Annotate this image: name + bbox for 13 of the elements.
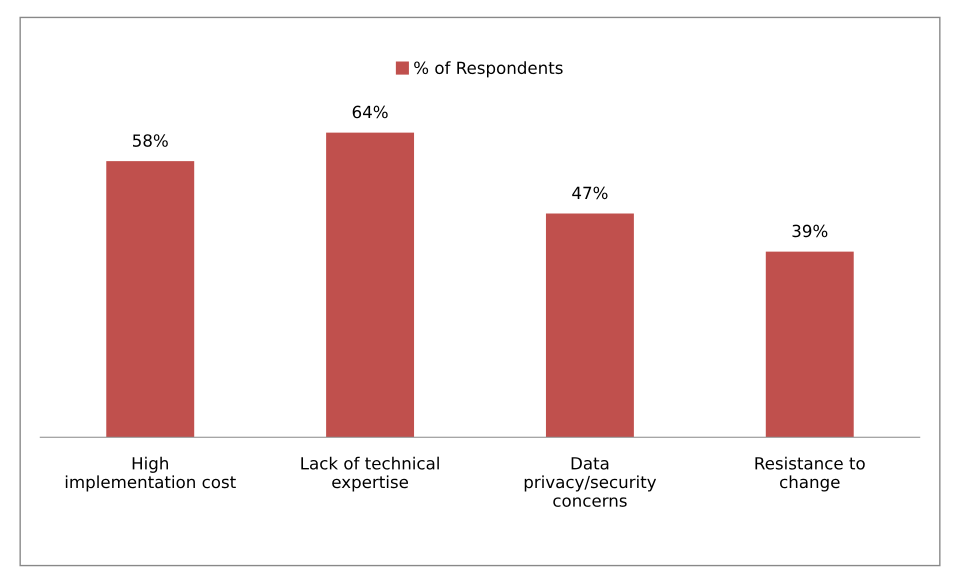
- legend-label: % of Respondents: [414, 61, 563, 78]
- bar: [106, 161, 194, 438]
- data-label: 58%: [133, 134, 168, 147]
- data-label: 47%: [572, 186, 608, 200]
- data-label: 64%: [352, 106, 388, 118]
- x-tick-label: High implementation cost: [66, 456, 236, 492]
- x-tick-label: Lack of technical expertise: [301, 456, 439, 492]
- bar: [766, 252, 854, 438]
- bar: [326, 132, 414, 438]
- bar: [546, 214, 634, 438]
- data-label: 39%: [792, 224, 828, 238]
- x-tick-label: Data privacy/security concerns: [524, 457, 656, 507]
- x-tick-label: Resistance to change: [755, 456, 865, 492]
